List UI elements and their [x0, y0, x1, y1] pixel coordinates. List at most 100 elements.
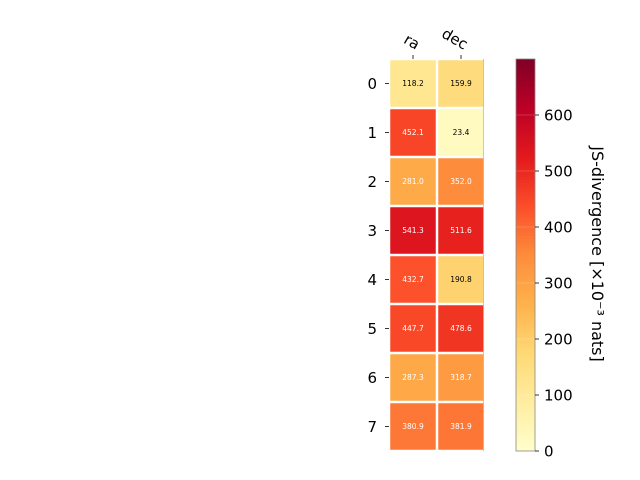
- colorbar-segment: [516, 350, 535, 354]
- colorbar-segment: [516, 98, 535, 102]
- heatmap-cell: [390, 403, 436, 450]
- colorbar-segment: [516, 271, 535, 276]
- colorbar-segment: [516, 207, 535, 211]
- heatmap-grid: 118.2 159.9 452.1 23.4 281.0 352.0 541.3 511.6 4…: [389, 59, 485, 451]
- colorbar-segment: [516, 361, 535, 365]
- colorbar-segment: [516, 347, 535, 351]
- colorbar-segment: [516, 369, 535, 374]
- colorbar-segment: [516, 199, 535, 203]
- colorbar-segment: [516, 437, 535, 441]
- colorbar-segment: [516, 381, 535, 385]
- colorbar-segment: [516, 215, 535, 220]
- colorbar-segment: [516, 126, 535, 130]
- colorbar-segment: [516, 204, 535, 208]
- colorbar-segment: [516, 389, 535, 393]
- heatmap-cell: [390, 60, 436, 107]
- colorbar-segment: [516, 213, 535, 217]
- colorbar-segment: [516, 59, 535, 63]
- colorbar-segment: [516, 428, 535, 432]
- colorbar-segment: [516, 187, 535, 192]
- colorbar-segment: [516, 120, 535, 124]
- row-label: 7: [367, 418, 377, 436]
- colorbar-segment: [516, 266, 535, 270]
- heatmap-cell: [438, 305, 484, 352]
- colorbar-segment: [516, 395, 535, 399]
- colorbar-segment: [516, 274, 535, 278]
- colorbar-segment: [516, 109, 535, 113]
- colorbar-segment: [516, 185, 535, 189]
- colorbar-segment: [516, 148, 535, 152]
- heatmap-cell: [390, 256, 436, 303]
- colorbar-segment: [516, 84, 535, 88]
- colorbar-segment: [516, 288, 535, 292]
- colorbar-segment: [516, 297, 535, 301]
- colorbar-segment: [516, 423, 535, 427]
- cell-value-label: 118.2: [402, 79, 424, 88]
- colorbar-segment: [516, 255, 535, 259]
- colorbar-tick-label: 300: [544, 275, 573, 293]
- heatmap-cell: [438, 207, 484, 254]
- colorbar-segment: [516, 73, 535, 77]
- colorbar-title: JS-divergence [×10⁻³ nats]: [588, 145, 607, 361]
- colorbar-segment: [516, 143, 535, 147]
- colorbar-segment: [516, 257, 535, 262]
- column-label: dec: [439, 24, 471, 53]
- colorbar-segment: [516, 78, 535, 82]
- colorbar-tick-label: 600: [544, 107, 573, 125]
- colorbar-segment: [516, 425, 535, 430]
- colorbar-segment: [516, 260, 535, 264]
- colorbar-segment: [516, 372, 535, 376]
- colorbar-segment: [516, 221, 535, 225]
- colorbar-segment: [516, 367, 535, 371]
- colorbar-segment: [516, 364, 535, 368]
- colorbar-segment: [516, 252, 535, 256]
- heatmap-cell: [438, 354, 484, 401]
- cell-value-label: 380.9: [402, 422, 424, 431]
- row-tick-labels: 0 1 2 3 4 5 6 7: [367, 75, 389, 436]
- colorbar-segment: [516, 355, 535, 360]
- colorbar-segment: [516, 344, 535, 348]
- colorbar-segment: [516, 162, 535, 166]
- colorbar-segment: [516, 81, 535, 85]
- colorbar-segment: [516, 151, 535, 155]
- colorbar-segment: [516, 406, 535, 410]
- cell-value-label: 23.4: [453, 128, 470, 137]
- cell-value-label: 287.3: [402, 373, 424, 382]
- colorbar-segment: [516, 434, 535, 438]
- colorbar-segment: [516, 339, 535, 343]
- colorbar-segment: [516, 285, 535, 290]
- colorbar-segment: [516, 341, 535, 346]
- colorbar-segment: [516, 190, 535, 194]
- colorbar-segment: [516, 235, 535, 239]
- colorbar-segment: [516, 294, 535, 298]
- cell-value-label: 541.3: [402, 226, 424, 235]
- colorbar: 0 100 200 300 400 500 600: [515, 58, 573, 461]
- colorbar-segment: [516, 325, 535, 329]
- cell-value-label: 318.7: [450, 373, 472, 382]
- colorbar-segment: [516, 411, 535, 416]
- colorbar-segment: [516, 277, 535, 281]
- colorbar-segment: [516, 375, 535, 379]
- colorbar-segment: [516, 353, 535, 357]
- heatmap-cell: [390, 354, 436, 401]
- colorbar-segment: [516, 112, 535, 116]
- cell-value-label: 281.0: [402, 177, 424, 186]
- colorbar-segment: [516, 409, 535, 413]
- colorbar-segment: [516, 117, 535, 122]
- colorbar-segment: [516, 165, 535, 169]
- colorbar-segment: [516, 193, 535, 197]
- colorbar-segment: [516, 159, 535, 164]
- colorbar-segment: [516, 417, 535, 421]
- colorbar-segment: [516, 420, 535, 424]
- colorbar-segment: [516, 283, 535, 287]
- colorbar-segment: [516, 280, 535, 284]
- colorbar-segment: [516, 311, 535, 315]
- colorbar-segment: [516, 322, 535, 326]
- colorbar-segment: [516, 327, 535, 332]
- colorbar-segment: [516, 196, 535, 200]
- colorbar-segment: [516, 129, 535, 133]
- colorbar-segment: [516, 168, 535, 172]
- heatmap-cell: [438, 109, 484, 156]
- cell-value-label: 478.6: [450, 324, 472, 333]
